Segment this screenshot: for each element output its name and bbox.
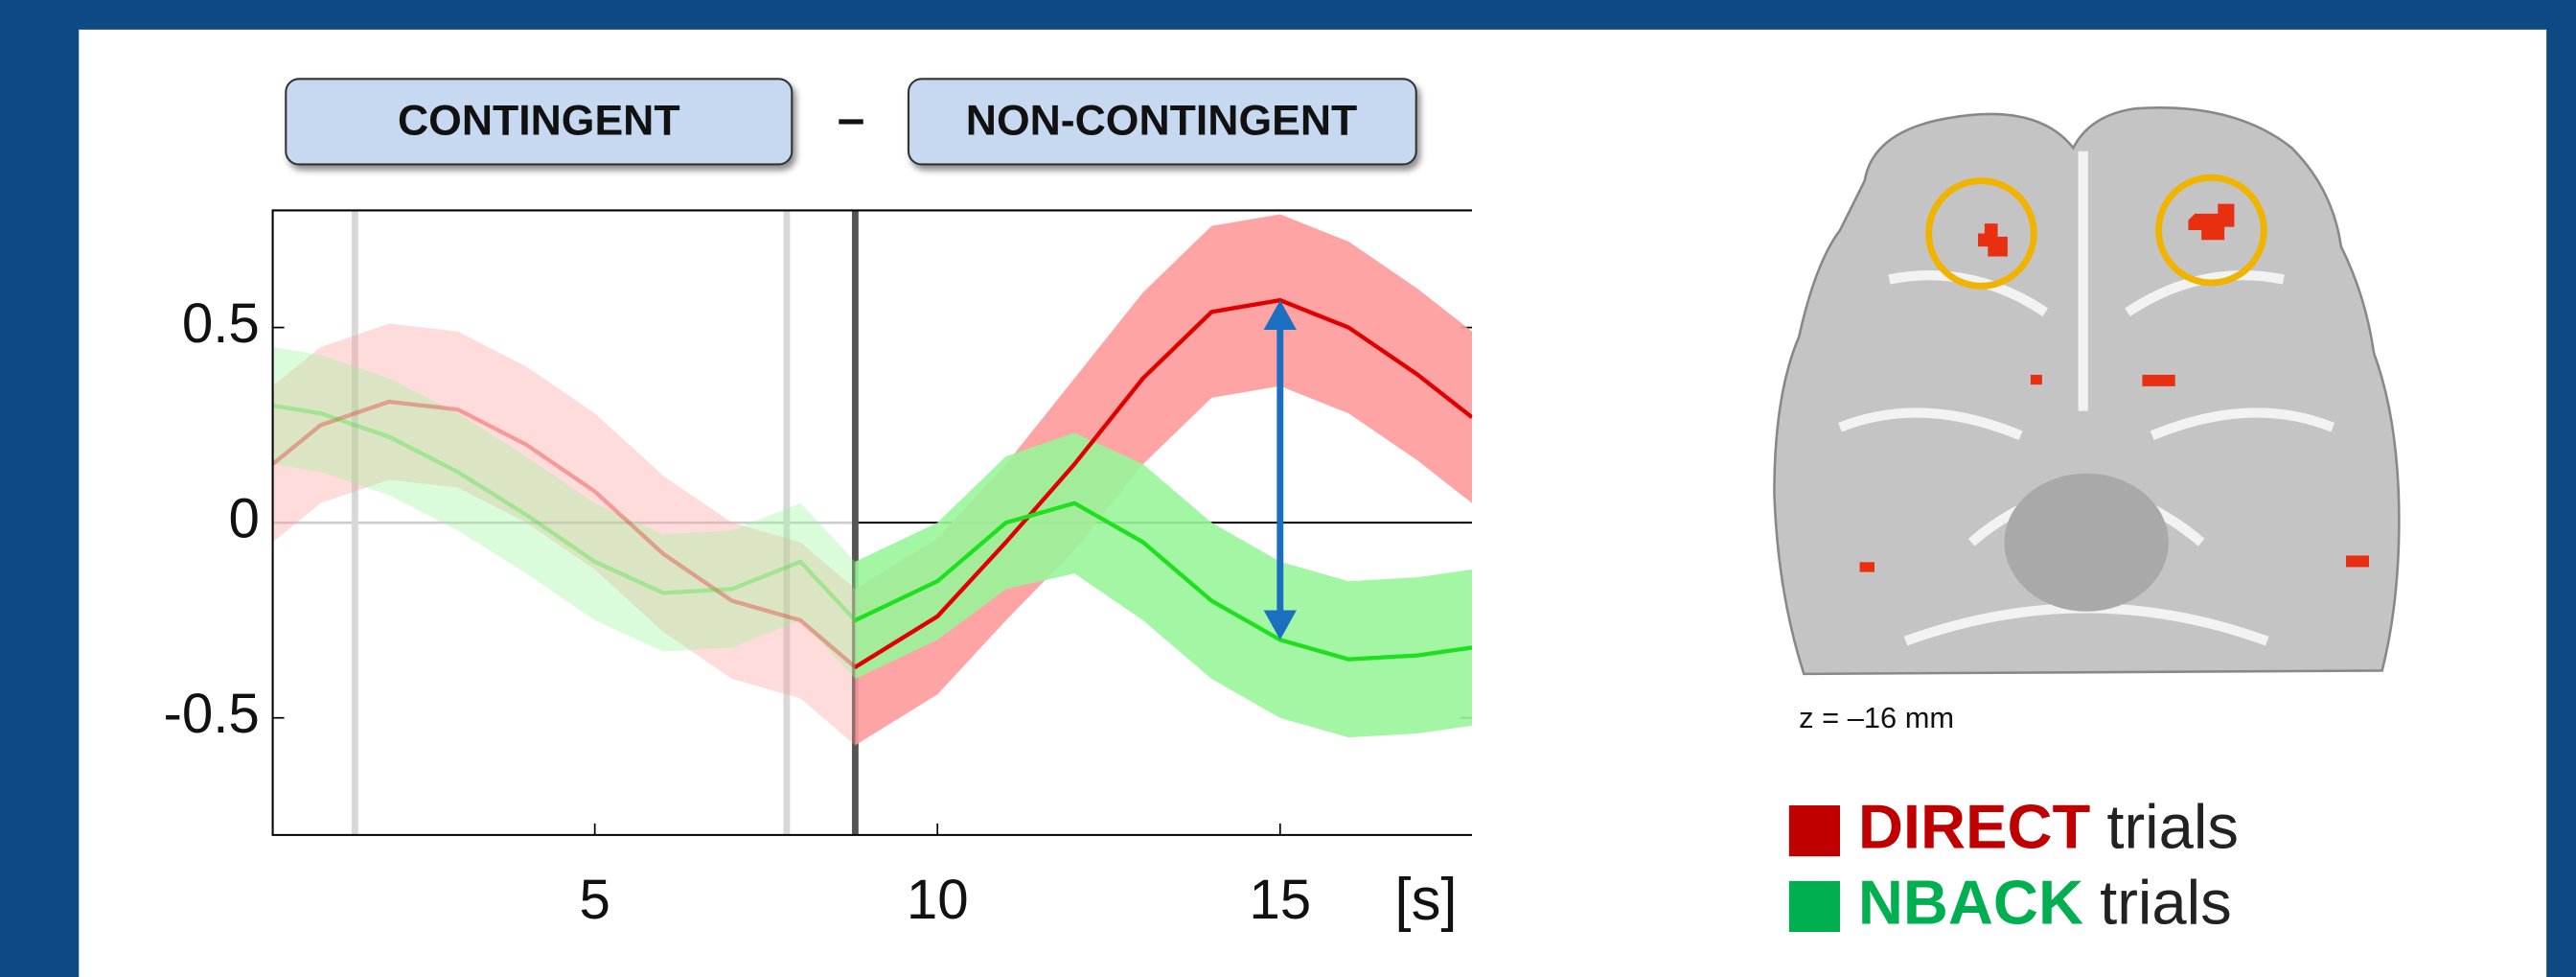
legend-swatch [1789, 805, 1840, 856]
x-tick-label: 5 [579, 869, 610, 931]
activation [2142, 375, 2174, 386]
legend-swatch [1789, 881, 1840, 932]
page: {"chart_data": {"type": "line", "labels"… [0, 0, 2576, 977]
header-operator: – [838, 89, 865, 145]
x-tick-label: 15 [1249, 869, 1311, 931]
header-label: CONTINGENT [398, 97, 680, 144]
activation [1860, 562, 1874, 571]
brain-stem [2004, 474, 2168, 612]
x-tick-label: 10 [907, 869, 969, 931]
brain-image [1774, 107, 2399, 674]
legend-name: DIRECT [1858, 792, 2091, 862]
y-tick-label: 0 [228, 488, 259, 550]
x-axis-label: [s] [1394, 867, 1457, 933]
activation [2346, 555, 2369, 567]
legend-suffix: trials [2100, 868, 2232, 938]
y-tick-label: 0.5 [182, 292, 260, 355]
slide: CONTINGENT – NON-CONTINGENT [s] z = –16 … [0, 0, 2576, 977]
y-tick-label: -0.5 [163, 683, 259, 745]
brain-caption: z = –16 mm [1799, 701, 1954, 734]
legend-name: NBACK [1858, 868, 2083, 938]
header-label: NON-CONTINGENT [966, 97, 1357, 144]
activation [2031, 375, 2042, 384]
legend-suffix: trials [2106, 792, 2239, 862]
